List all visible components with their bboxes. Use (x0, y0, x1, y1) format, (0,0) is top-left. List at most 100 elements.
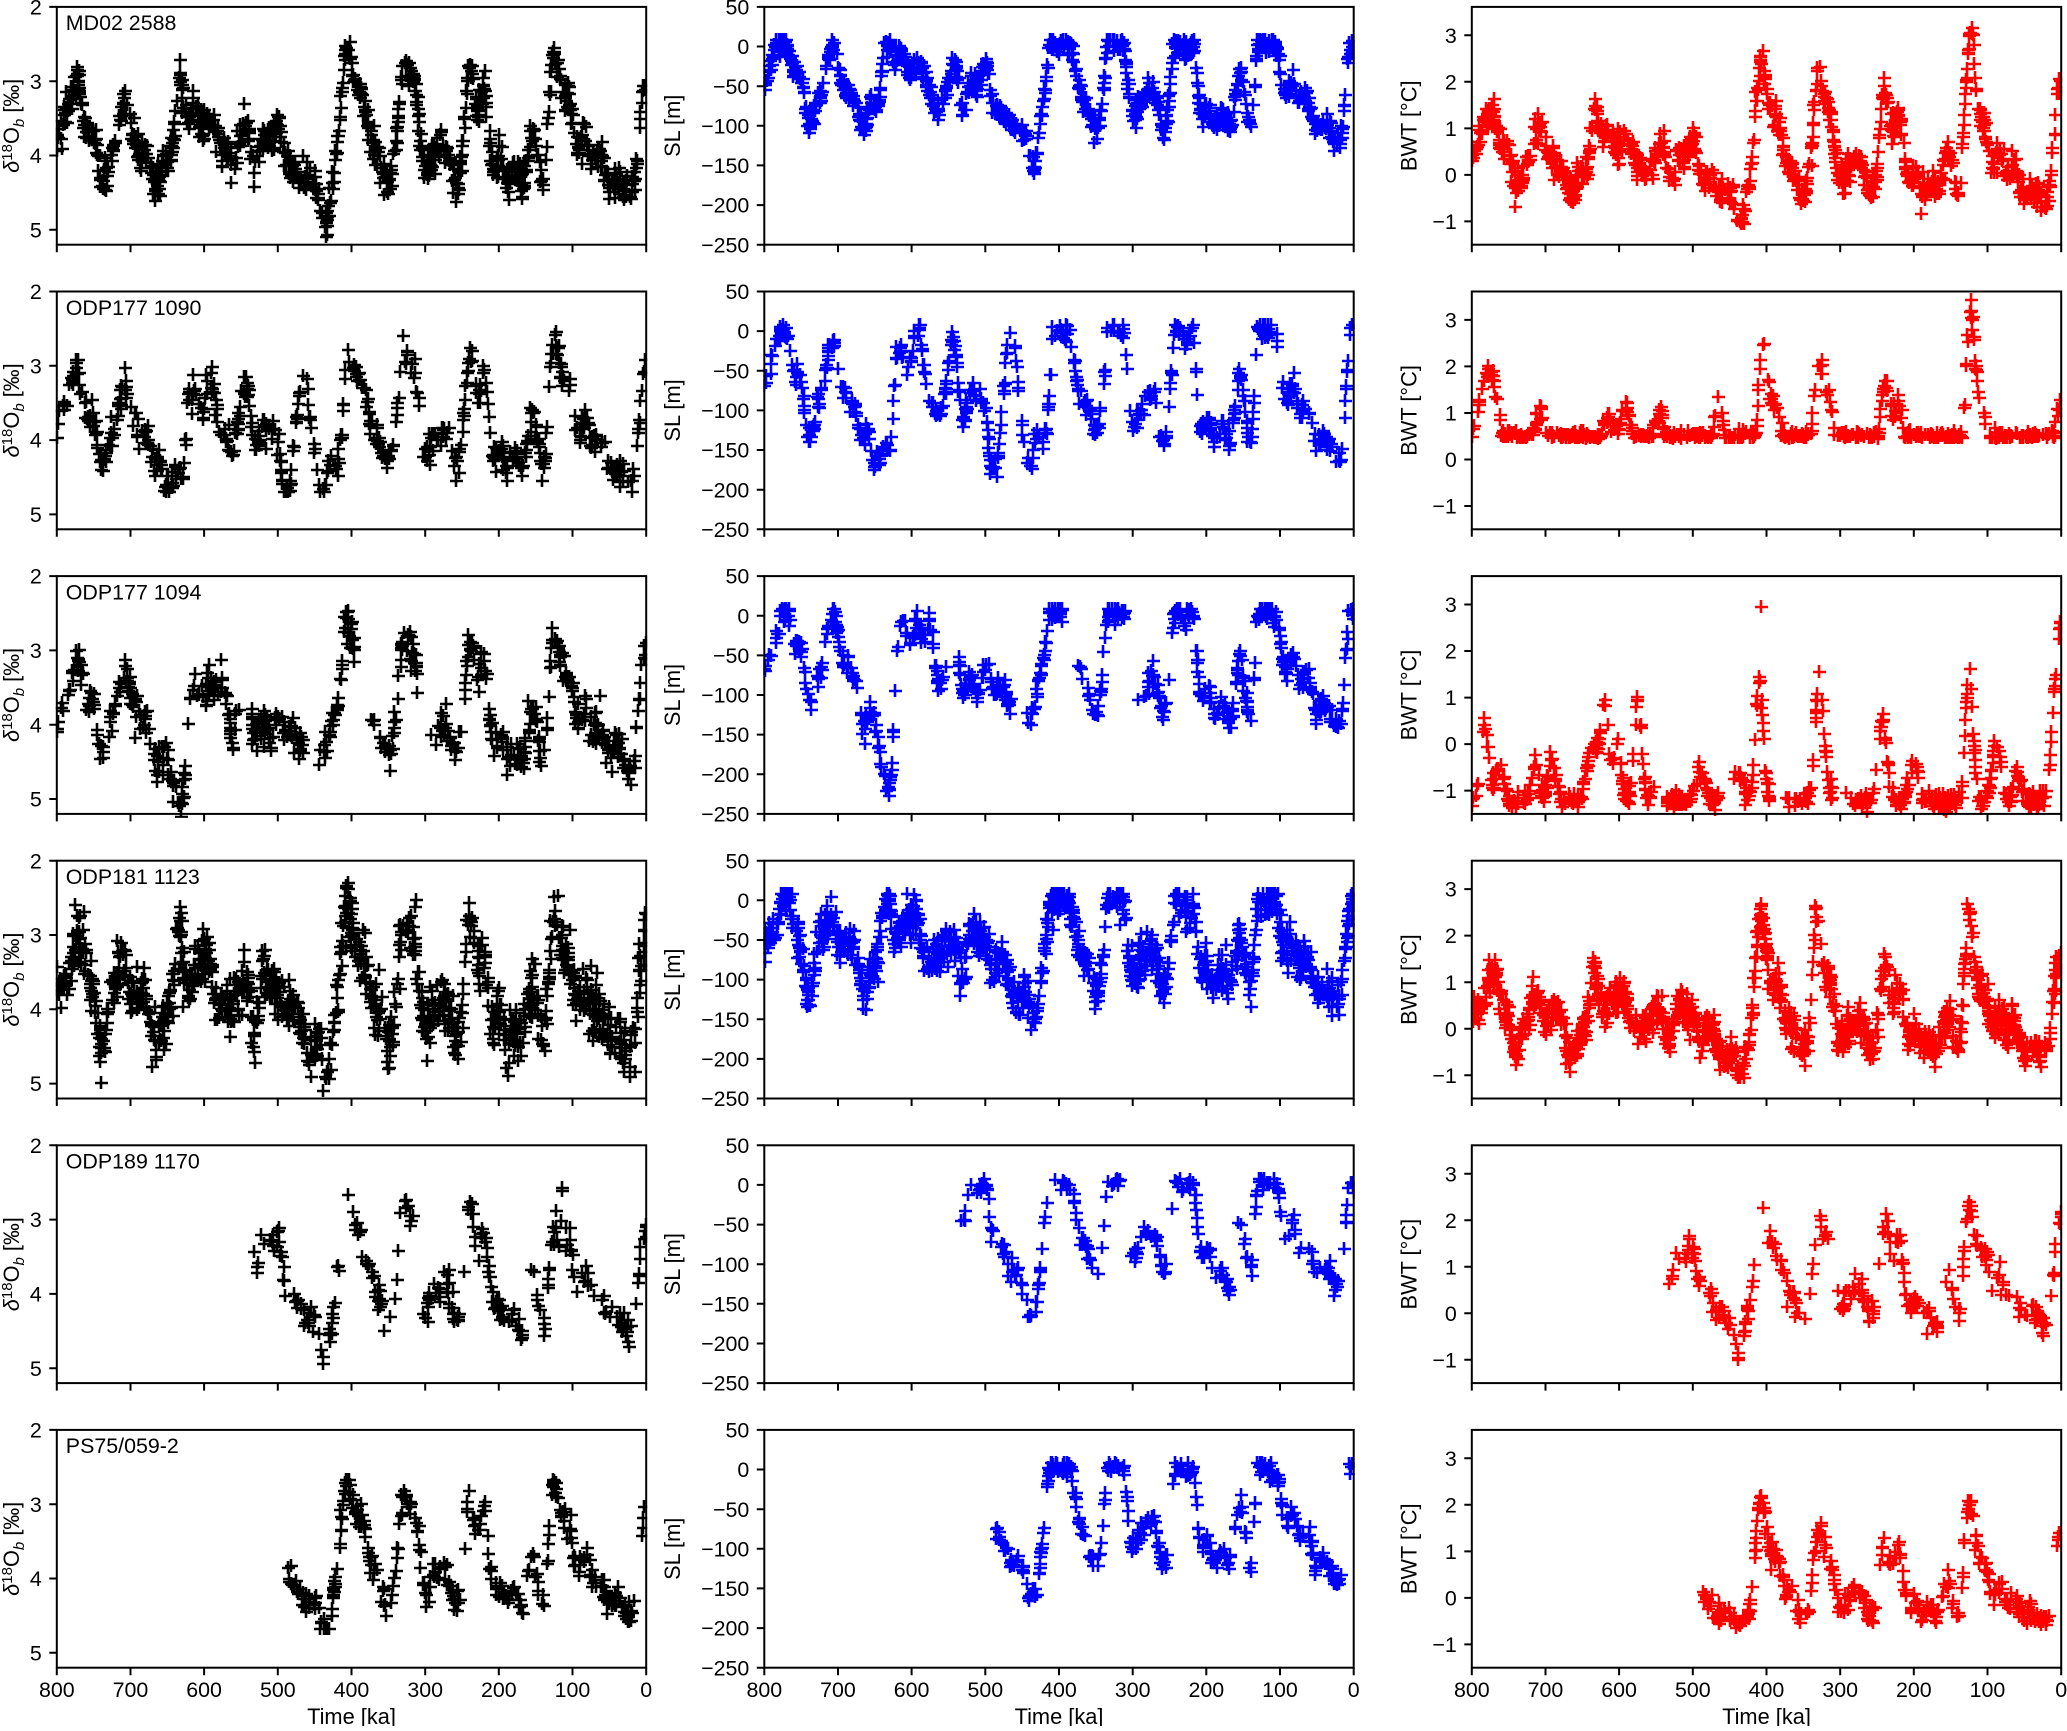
svg-text:1: 1 (1445, 402, 1457, 426)
svg-text:SL [m]: SL [m] (660, 95, 685, 157)
svg-text:800: 800 (1454, 1678, 1490, 1702)
svg-text:0: 0 (737, 1174, 749, 1198)
svg-text:300: 300 (1115, 1678, 1151, 1702)
svg-text:2: 2 (1445, 924, 1457, 948)
svg-text:50: 50 (726, 1134, 750, 1158)
svg-text:−1: −1 (1432, 495, 1456, 519)
svg-text:0: 0 (737, 1458, 749, 1482)
svg-text:2: 2 (30, 280, 42, 304)
svg-text:0: 0 (2055, 1678, 2067, 1702)
svg-text:2: 2 (30, 1134, 42, 1158)
svg-text:0: 0 (1445, 164, 1457, 188)
svg-text:0: 0 (737, 35, 749, 59)
svg-text:3: 3 (1445, 24, 1457, 48)
svg-text:1: 1 (1445, 1255, 1457, 1279)
svg-text:δ18Ob [‰]: δ18Ob [‰] (0, 79, 28, 173)
svg-text:ODP189 1170: ODP189 1170 (66, 1150, 200, 1174)
svg-text:−100: −100 (701, 399, 749, 423)
svg-text:2: 2 (1445, 1493, 1457, 1517)
svg-text:2: 2 (30, 849, 42, 873)
svg-text:−200: −200 (701, 478, 749, 502)
svg-text:SL [m]: SL [m] (660, 1233, 685, 1295)
svg-text:0: 0 (737, 320, 749, 344)
svg-text:3: 3 (30, 639, 42, 663)
svg-text:−100: −100 (701, 1537, 749, 1561)
svg-text:500: 500 (1675, 1678, 1711, 1702)
svg-text:ODP177 1090: ODP177 1090 (66, 296, 202, 320)
svg-text:4: 4 (30, 1567, 42, 1591)
svg-text:3: 3 (30, 1208, 42, 1232)
svg-text:100: 100 (1970, 1678, 2006, 1702)
svg-text:3: 3 (30, 354, 42, 378)
svg-text:SL [m]: SL [m] (660, 379, 685, 441)
svg-text:−50: −50 (713, 1213, 749, 1237)
svg-text:−150: −150 (701, 1292, 749, 1316)
svg-text:−50: −50 (713, 1498, 749, 1522)
svg-text:5: 5 (30, 1357, 42, 1381)
svg-text:1: 1 (1445, 971, 1457, 995)
svg-text:700: 700 (113, 1678, 149, 1702)
svg-text:−250: −250 (701, 1087, 749, 1111)
svg-text:1: 1 (1445, 117, 1457, 141)
svg-text:−200: −200 (701, 194, 749, 218)
svg-text:0: 0 (737, 604, 749, 628)
svg-text:600: 600 (1601, 1678, 1637, 1702)
svg-text:δ18Ob [‰]: δ18Ob [‰] (0, 648, 28, 742)
svg-text:50: 50 (726, 280, 750, 304)
svg-text:100: 100 (555, 1678, 591, 1702)
svg-text:600: 600 (894, 1678, 930, 1702)
svg-text:−50: −50 (713, 75, 749, 99)
svg-text:2: 2 (1445, 640, 1457, 664)
svg-text:0: 0 (737, 889, 749, 913)
svg-text:300: 300 (1822, 1678, 1858, 1702)
svg-text:2: 2 (30, 1419, 42, 1443)
svg-text:−100: −100 (701, 114, 749, 138)
svg-text:100: 100 (1262, 1678, 1298, 1702)
svg-text:BWT [°C]: BWT [°C] (1397, 365, 1422, 456)
svg-text:BWT [°C]: BWT [°C] (1397, 934, 1422, 1025)
svg-text:−100: −100 (701, 1253, 749, 1277)
svg-text:50: 50 (726, 0, 750, 20)
svg-text:400: 400 (334, 1678, 370, 1702)
svg-text:SL [m]: SL [m] (660, 664, 685, 726)
svg-text:0: 0 (1348, 1678, 1360, 1702)
svg-text:−1: −1 (1432, 1348, 1456, 1372)
svg-text:500: 500 (260, 1678, 296, 1702)
svg-text:5: 5 (30, 1641, 42, 1665)
svg-text:2: 2 (30, 0, 42, 20)
svg-text:50: 50 (726, 565, 750, 589)
svg-text:5: 5 (30, 218, 42, 242)
svg-text:5: 5 (30, 788, 42, 812)
svg-text:2: 2 (30, 565, 42, 589)
svg-text:−250: −250 (701, 233, 749, 257)
svg-text:400: 400 (1749, 1678, 1785, 1702)
svg-text:1: 1 (1445, 1540, 1457, 1564)
svg-text:2: 2 (1445, 70, 1457, 94)
svg-text:200: 200 (481, 1678, 517, 1702)
svg-text:0: 0 (1445, 1017, 1457, 1041)
svg-text:0: 0 (1445, 448, 1457, 472)
svg-text:3: 3 (30, 924, 42, 948)
svg-text:−50: −50 (713, 929, 749, 953)
svg-text:3: 3 (30, 70, 42, 94)
svg-text:50: 50 (726, 1419, 750, 1443)
svg-text:−150: −150 (701, 1577, 749, 1601)
svg-text:300: 300 (407, 1678, 443, 1702)
svg-text:−200: −200 (701, 1048, 749, 1072)
svg-text:−250: −250 (701, 1656, 749, 1680)
svg-text:5: 5 (30, 503, 42, 527)
svg-text:700: 700 (1528, 1678, 1564, 1702)
svg-text:−1: −1 (1432, 210, 1456, 234)
svg-text:Time [ka]: Time [ka] (1015, 1704, 1104, 1726)
svg-text:−250: −250 (701, 803, 749, 827)
svg-text:−1: −1 (1432, 1064, 1456, 1088)
svg-text:δ18Ob [‰]: δ18Ob [‰] (0, 1502, 28, 1596)
svg-text:−200: −200 (701, 1617, 749, 1641)
svg-text:700: 700 (820, 1678, 856, 1702)
svg-text:SL [m]: SL [m] (660, 1518, 685, 1580)
svg-text:3: 3 (30, 1493, 42, 1517)
svg-text:−150: −150 (701, 723, 749, 747)
svg-text:MD02 2588: MD02 2588 (66, 11, 177, 35)
svg-text:Time [ka]: Time [ka] (307, 1704, 396, 1726)
svg-text:−200: −200 (701, 763, 749, 787)
